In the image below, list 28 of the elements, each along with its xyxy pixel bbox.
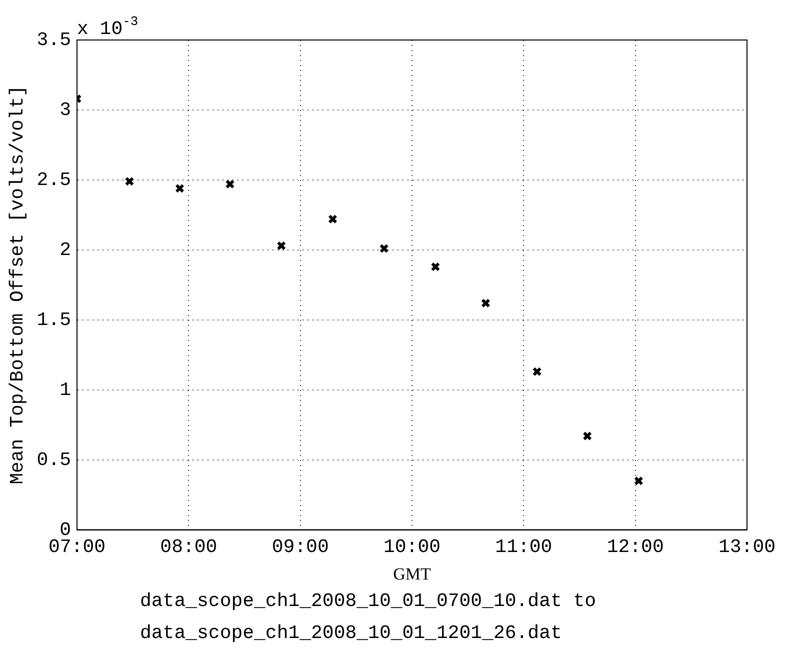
y-tick-label: 3 xyxy=(60,99,72,122)
point xyxy=(634,476,644,486)
text: data_scope_ch1_2008_10_01_0700_10.dat to xyxy=(140,589,598,614)
y-axis-title: Mean Top/Bottom Offset [volts/volt] xyxy=(6,85,28,484)
y-tick-label: 2 xyxy=(60,238,72,261)
text: data_scope_ch1_2008_10_01_1201_26.dat xyxy=(140,621,563,646)
point xyxy=(582,431,592,441)
point xyxy=(532,366,542,376)
x-tick-label: 09:00 xyxy=(272,536,329,558)
point xyxy=(225,179,235,189)
point xyxy=(379,244,389,254)
point xyxy=(481,298,490,308)
y-tick-label: 0.5 xyxy=(36,448,72,471)
point xyxy=(175,184,184,194)
point xyxy=(430,262,440,272)
y-tick-label: 3.5 xyxy=(36,29,72,52)
x-tick-label: 11:00 xyxy=(495,536,552,558)
x-tick-label: 10:00 xyxy=(383,536,441,558)
x-axis-title: GMT xyxy=(393,564,432,584)
y-tick-label: 2.5 xyxy=(36,168,72,191)
point xyxy=(328,214,338,224)
y-tick-label: 1.5 xyxy=(36,308,72,331)
point xyxy=(276,241,286,250)
x-tick-label: 12:00 xyxy=(606,536,664,558)
y-tick-label: 1 xyxy=(60,378,72,401)
x-tick-label: 13:00 xyxy=(718,536,776,558)
point xyxy=(124,176,134,186)
x-tick-label: 08:00 xyxy=(160,536,218,558)
